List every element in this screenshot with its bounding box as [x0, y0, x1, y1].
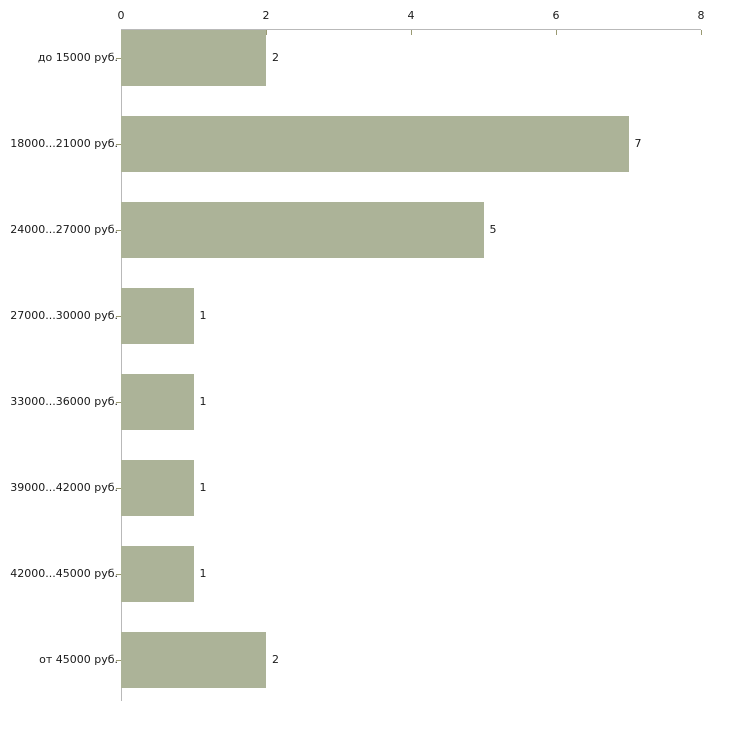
category-label: 27000...30000 руб. [10, 309, 118, 322]
y-axis-line [121, 29, 122, 701]
x-axis-tick [701, 30, 702, 35]
bar[interactable] [121, 30, 266, 86]
bar[interactable] [121, 202, 484, 258]
x-axis-tick-label: 4 [407, 9, 415, 22]
bar[interactable] [121, 116, 629, 172]
bar[interactable] [121, 632, 266, 688]
bar-value-label: 7 [634, 137, 642, 150]
x-axis-tick [411, 30, 412, 35]
x-axis-tick-label: 6 [552, 9, 560, 22]
bar-value-label: 5 [489, 223, 497, 236]
x-axis-tick-label: 8 [697, 9, 705, 22]
x-axis-tick [266, 30, 267, 35]
category-label: 18000...21000 руб. [10, 137, 118, 150]
category-label: до 15000 руб. [37, 51, 118, 64]
x-axis-tick-label: 0 [117, 9, 125, 22]
category-label: 42000...45000 руб. [10, 567, 118, 580]
y-axis-tick [116, 230, 121, 231]
category-label: 33000...36000 руб. [10, 395, 118, 408]
y-axis-tick [116, 660, 121, 661]
bar-value-label: 1 [199, 309, 207, 322]
y-axis-tick [116, 488, 121, 489]
category-label: от 45000 руб. [39, 653, 118, 666]
bar[interactable] [121, 374, 194, 430]
x-axis-line [121, 29, 701, 30]
bar-value-label: 1 [199, 481, 207, 494]
y-axis-tick [116, 58, 121, 59]
bar-value-label: 1 [199, 395, 207, 408]
y-axis-tick [116, 144, 121, 145]
category-label: 24000...27000 руб. [10, 223, 118, 236]
x-axis-tick-label: 2 [262, 9, 270, 22]
bar[interactable] [121, 460, 194, 516]
category-label: 39000...42000 руб. [10, 481, 118, 494]
bar-value-label: 1 [199, 567, 207, 580]
y-axis-tick [116, 574, 121, 575]
y-axis-tick [116, 402, 121, 403]
bar[interactable] [121, 288, 194, 344]
bar-value-label: 2 [272, 653, 279, 666]
bar[interactable] [121, 546, 194, 602]
x-axis-tick [556, 30, 557, 35]
y-axis-tick [116, 316, 121, 317]
bar-value-label: 2 [272, 51, 279, 64]
